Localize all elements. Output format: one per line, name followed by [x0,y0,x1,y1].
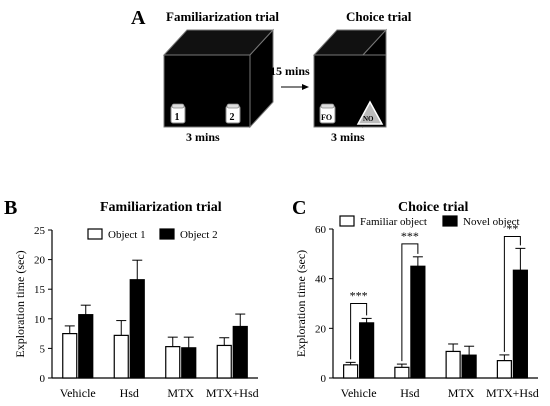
object-2-icon: 2 [225,103,241,124]
y-tick-label: 20 [315,323,327,335]
significance-bracket [350,303,368,360]
x-tick-label: Vehicle [60,386,96,400]
bar-object-2 [232,325,248,379]
familiar-object-icon: FO [319,103,336,124]
panel-c-label: C [292,197,306,219]
significance-bracket [401,243,419,362]
panel-a: A Familiarization trial Choice trial 1 2… [131,7,412,144]
bar-object-2 [181,347,197,379]
significance-stars: *** [350,289,368,303]
panel-b-label: B [4,197,17,219]
x-tick-label: MTX [167,386,194,400]
choice-trial-heading: Choice trial [346,9,412,24]
bar-novel-object [512,269,528,379]
bar-object-2 [78,314,94,379]
x-tick-label: Hsd [400,386,419,400]
legend-swatch [442,215,458,227]
x-tick-label: MTX+Hsd [486,386,539,400]
y-axis-label: Exploration time (sec) [13,250,27,357]
bar-object-1 [113,334,129,379]
chart-title: Familiarization trial [100,200,222,215]
legend-label: Novel object [463,216,520,228]
y-tick-label: 60 [315,224,327,236]
bar-novel-object [359,322,375,379]
panel-a-label: A [131,7,146,29]
bar-familiar-object [496,360,512,379]
y-tick-label: 20 [34,255,46,267]
object-1-icon: 1 [170,103,186,124]
bar-novel-object [410,265,426,379]
bar-object-1 [62,333,78,379]
interval-label: 15 mins [270,64,310,78]
y-axis-label: Exploration time (sec) [294,250,308,357]
object-1-number: 1 [175,112,180,123]
choice-arena: FO NO [312,28,388,129]
choice-duration: 3 mins [331,130,365,144]
bar-object-1 [216,344,232,379]
bar-familiar-object [394,366,410,379]
panel-b-chart: B Familiarization trial 0 5 10 15 20 25 Explorat… [4,197,259,400]
x-tick-label: MTX [448,386,475,400]
arrow-right-icon [281,84,309,90]
x-tick-label: MTX+Hsd [206,386,259,400]
legend-label: Object 1 [108,229,146,241]
bar-object-1 [165,346,181,379]
y-tick-label: 0 [40,373,46,385]
significance-stars: *** [401,229,419,243]
y-tick-label: 0 [321,373,327,385]
familiarization-arena: 1 2 [162,28,275,129]
y-tick-label: 15 [34,284,46,296]
bar-object-2 [129,279,145,379]
familiarization-trial-heading: Familiarization trial [166,9,279,24]
legend-swatch [87,228,103,240]
legend-swatch [339,215,355,227]
significance-stars: ** [506,221,518,235]
object-2-number: 2 [230,112,235,123]
novel-object-icon: NO [356,100,384,125]
legend-swatch [159,228,175,240]
x-tick-label: Vehicle [341,386,377,400]
legend-label: Object 2 [180,229,218,241]
bar-familiar-object [343,364,359,379]
y-tick-label: 10 [34,314,46,326]
bar-novel-object [461,354,477,379]
familiar-object-label: FO [321,113,332,122]
panel-c-chart: C Choice trial 0 20 40 60 Exploration time (se… [292,197,539,400]
novel-object-label: NO [363,115,374,123]
bar-familiar-object [445,350,461,379]
y-tick-label: 5 [40,343,46,355]
familiarization-duration: 3 mins [186,130,220,144]
legend-label: Familiar object [360,216,427,228]
y-tick-label: 40 [315,274,327,286]
y-tick-label: 25 [34,225,46,237]
significance-bracket [503,235,521,352]
chart-title: Choice trial [398,200,468,215]
x-tick-label: Hsd [120,386,139,400]
